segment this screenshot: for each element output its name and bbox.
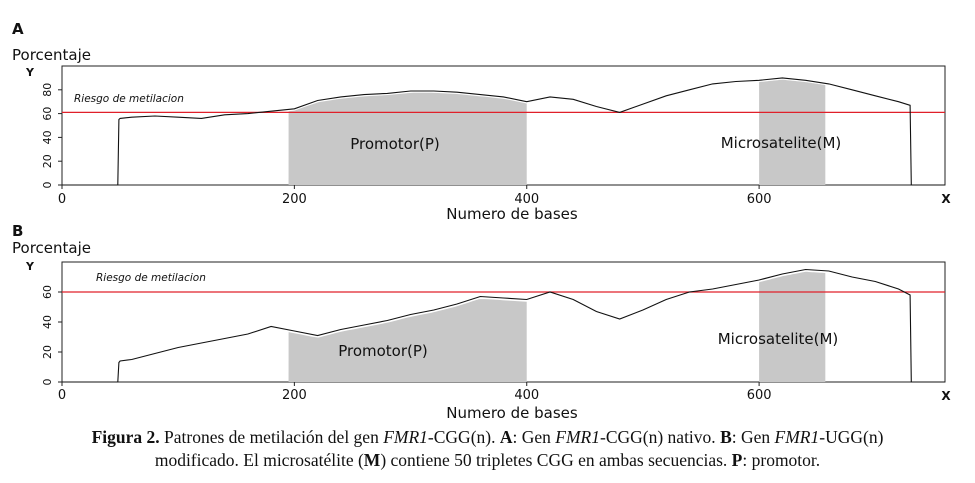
region-fill-promotor xyxy=(288,299,527,382)
region-fill-promotor xyxy=(288,92,527,185)
x-axis-letter: X xyxy=(941,192,951,206)
y-tick-label: 20 xyxy=(41,345,54,359)
caption-gene-3: FMR1 xyxy=(774,427,820,447)
y-axis-label: Porcentaje xyxy=(12,239,91,257)
caption-letter-m: M xyxy=(363,450,381,470)
caption-text-4: -CGG(n) nativo. xyxy=(600,427,721,447)
y-tick-label: 40 xyxy=(41,130,54,144)
x-axis-letter: X xyxy=(941,389,951,403)
x-tick-label: 600 xyxy=(747,192,772,207)
x-tick-label: 400 xyxy=(514,192,539,207)
y-tick-label: 80 xyxy=(41,83,54,97)
caption-text-9: : promotor. xyxy=(742,450,821,470)
x-tick-label: 0 xyxy=(58,192,66,207)
y-axis-label: Porcentaje xyxy=(12,46,91,64)
x-tick-label: 600 xyxy=(747,388,772,403)
promotor-label: Promotor(P) xyxy=(338,342,428,360)
y-axis-letter: Y xyxy=(25,66,35,79)
region-fill-microsatelite xyxy=(759,271,826,382)
caption-figure-number: Figura 2. xyxy=(91,427,160,447)
x-tick-label: 200 xyxy=(282,388,307,403)
threshold-label: Riesgo de metilacion xyxy=(74,93,184,105)
caption-text-7: modificado. El microsatélite ( xyxy=(154,450,364,470)
x-tick-label: 200 xyxy=(282,192,307,207)
x-axis-label: Numero de bases xyxy=(446,404,578,422)
x-axis-label: Numero de bases xyxy=(446,205,578,223)
y-tick-label: 20 xyxy=(41,154,54,168)
caption-text-5: : Gen xyxy=(731,427,775,447)
region-fill-microsatelite xyxy=(759,79,826,185)
panel-letter: A xyxy=(12,20,24,38)
threshold-label: Riesgo de metilacion xyxy=(96,272,206,284)
figure-caption: Figura 2. Patrones de metilación del gen… xyxy=(10,426,965,472)
promotor-label: Promotor(P) xyxy=(350,135,440,153)
caption-letter-b: B xyxy=(720,427,732,447)
caption-letter-a: A xyxy=(499,427,513,447)
panel-letter: B xyxy=(12,222,23,240)
y-tick-label: 0 xyxy=(41,379,54,386)
caption-text-2: -CGG(n). xyxy=(427,427,500,447)
panel-a: A Porcentaje Y Riesgo de metilacion Promotor… xyxy=(12,20,951,223)
caption-letter-p: P xyxy=(731,450,743,470)
x-tick-label: 400 xyxy=(514,388,539,403)
microsatelite-label: Microsatelite(M) xyxy=(718,330,839,348)
y-tick-label: 40 xyxy=(41,315,54,329)
x-tick-label: 0 xyxy=(58,388,66,403)
caption-text-3: : Gen xyxy=(512,427,556,447)
methylation-series-line xyxy=(62,268,945,383)
microsatelite-label: Microsatelite(M) xyxy=(721,134,842,152)
caption-gene-2: FMR1 xyxy=(555,427,600,447)
caption-text-6: -UGG(n) xyxy=(819,427,884,447)
methylation-series-line xyxy=(62,77,945,186)
y-tick-label: 60 xyxy=(41,107,54,121)
caption-text-1: Patrones de metilación del gen xyxy=(159,427,384,447)
y-tick-label: 0 xyxy=(41,182,54,189)
caption-text-8: ) contiene 50 tripletes CGG en ambas sec… xyxy=(380,450,732,470)
y-axis-letter: Y xyxy=(25,260,35,273)
y-tick-label: 60 xyxy=(41,285,54,299)
caption-gene-1: FMR1 xyxy=(383,427,428,447)
